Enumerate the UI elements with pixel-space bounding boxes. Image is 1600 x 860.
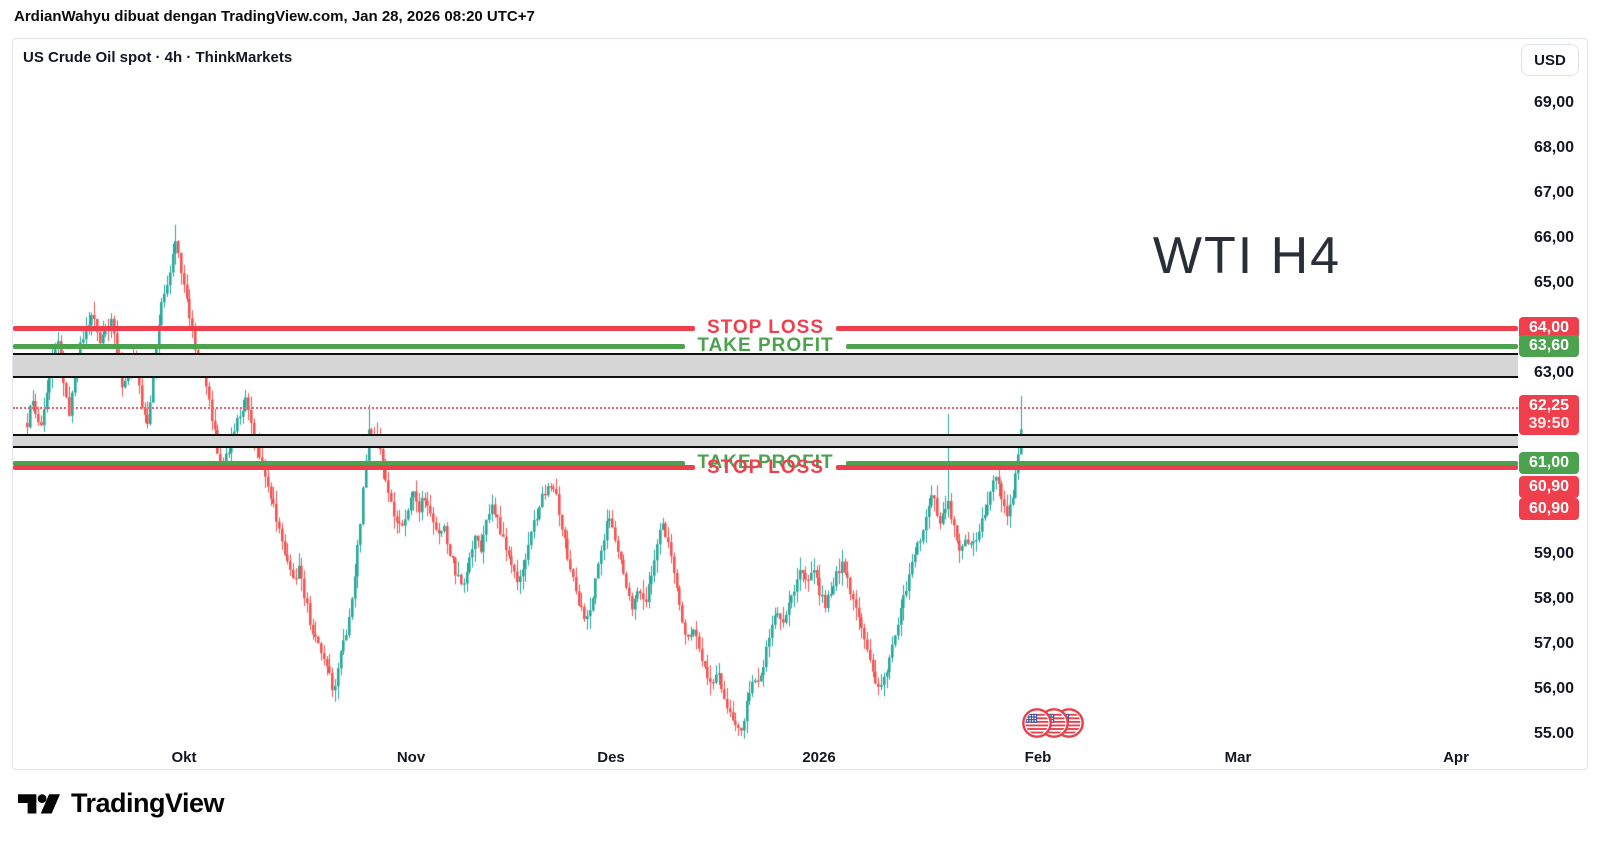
- current-price-badge: 62,25 39:50: [1519, 395, 1579, 436]
- candlestick-canvas: [13, 39, 1518, 741]
- stop-loss-lower-line[interactable]: STOP LOSS: [13, 457, 1518, 479]
- stop-loss-upper-label: STOP LOSS: [706, 317, 825, 339]
- chart-watermark: WTI H4: [1152, 227, 1342, 285]
- price-level-badge: 60,90: [1519, 476, 1579, 498]
- time-tick-feb: Feb: [1024, 749, 1052, 766]
- bar-countdown: 39:50: [1528, 415, 1570, 433]
- price-scale[interactable]: 69,00 68,00 67,00 66,00 65,00 63,00 59,00 58,00…: [1518, 39, 1588, 742]
- chart-widget: WTI H4 STOP LOSS TAKE PROFIT TAKE PROFIT ST…: [12, 38, 1588, 770]
- time-tick-des: Des: [597, 749, 625, 766]
- attribution-text: ArdianWahyu dibuat dengan TradingView.co…: [14, 8, 535, 25]
- time-tick-mar: Mar: [1224, 749, 1252, 766]
- price-tick: 59,00: [1533, 544, 1574, 562]
- current-price-line: [13, 407, 1518, 410]
- time-axis[interactable]: Okt Nov Des 2026 Feb Mar Apr: [13, 741, 1518, 771]
- price-tick: 56,00: [1533, 679, 1574, 697]
- tradingview-logo-mark: [18, 794, 60, 814]
- tradingview-logo-text: TradingView: [71, 787, 225, 818]
- price-tick: 55.00: [1533, 724, 1574, 742]
- stop-loss-lower-label: STOP LOSS: [706, 456, 825, 478]
- take-profit-lower-line[interactable]: TAKE PROFIT: [13, 452, 1518, 474]
- price-tick: 63,00: [1533, 364, 1574, 382]
- time-tick-2026: 2026: [802, 749, 836, 766]
- take-profit-upper-line[interactable]: TAKE PROFIT: [13, 335, 1518, 357]
- us-flag-icon: [1022, 708, 1052, 738]
- price-tick: 58,00: [1533, 589, 1574, 607]
- price-tick: 57,00: [1533, 634, 1574, 652]
- price-tick: 68,00: [1533, 139, 1574, 157]
- price-level-badge: 60,90: [1519, 498, 1579, 520]
- plot-area[interactable]: WTI H4 STOP LOSS TAKE PROFIT TAKE PROFIT ST…: [13, 39, 1518, 741]
- time-tick-apr: Apr: [1443, 749, 1469, 766]
- currency-toggle-button[interactable]: USD: [1521, 44, 1579, 76]
- supply-demand-zone[interactable]: [13, 353, 1518, 378]
- supply-demand-zone[interactable]: [13, 434, 1518, 448]
- price-level-badge: 64,00: [1519, 317, 1579, 340]
- stop-loss-upper-line[interactable]: STOP LOSS: [13, 317, 1518, 339]
- take-profit-upper-label: TAKE PROFIT: [697, 335, 834, 357]
- price-level-badge: 61,00: [1519, 452, 1579, 475]
- price-tick: 67,00: [1533, 184, 1574, 202]
- price-tick: 69,00: [1533, 93, 1574, 111]
- time-tick-nov: Nov: [396, 749, 426, 766]
- price-level-badge: 63,60: [1519, 335, 1579, 358]
- take-profit-lower-label: TAKE PROFIT: [697, 452, 834, 474]
- tradingview-logo[interactable]: TradingView: [18, 786, 225, 820]
- price-tick: 65,00: [1533, 274, 1574, 292]
- time-tick-okt: Okt: [171, 749, 197, 766]
- price-tick: 66,00: [1533, 229, 1574, 247]
- chart-title: US Crude Oil spot · 4h · ThinkMarkets: [23, 49, 293, 66]
